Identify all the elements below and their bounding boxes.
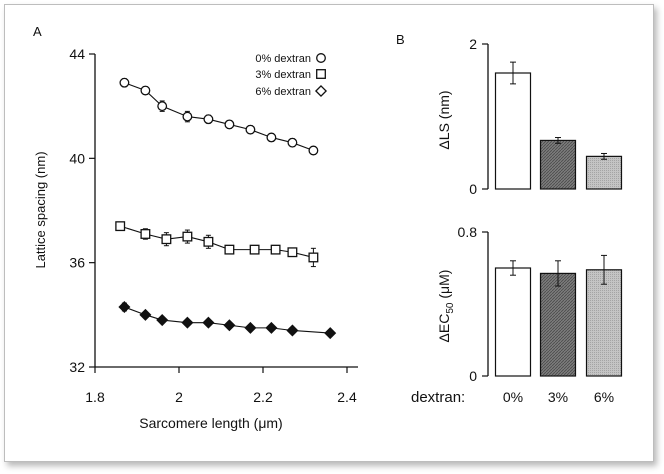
category-label: 6%: [594, 389, 614, 405]
legend-label-1: 3% dextran: [255, 69, 311, 81]
data-point: [286, 324, 299, 337]
data-point: [203, 236, 214, 247]
data-point: [224, 244, 235, 255]
panel-b-top-bar-chart: 02 ΔLS (nm): [436, 36, 623, 197]
data-point: [182, 231, 193, 242]
data-point: [245, 124, 256, 135]
data-point: [182, 111, 193, 122]
data-point: [140, 229, 151, 239]
panel-b-bottom-bar-chart: 00.8 ΔEC50 (μM) dextran: 0% 3% 6%: [411, 224, 623, 406]
bar-6%: [585, 155, 623, 190]
b-top-y-axis-label: ΔLS (nm): [436, 90, 452, 149]
data-point: [139, 308, 152, 321]
data-point: [244, 321, 257, 334]
data-point: [266, 132, 277, 143]
data-point: [249, 244, 260, 255]
panel-a-axes: 1.8 2 2.2 2.4 32 36 40 44: [69, 46, 358, 405]
dextran-axis-label: dextran:: [411, 389, 465, 406]
y-tick-label: 0: [469, 368, 477, 384]
category-label: 0%: [503, 389, 523, 405]
figure-frame: [4, 4, 654, 462]
bar-0%: [494, 267, 532, 377]
data-point: [308, 145, 319, 156]
y-tick-label: 0: [469, 181, 477, 197]
data-point: [287, 247, 298, 258]
b-bottom-content: 00.8: [458, 224, 623, 384]
data-point: [223, 319, 236, 332]
b-top-content: 02: [469, 36, 623, 197]
x-tick-label: 2.2: [253, 389, 273, 405]
legend-label-0: 0% dextran: [255, 53, 311, 65]
series-1: [115, 221, 319, 268]
data-point: [203, 114, 214, 125]
x-tick-label: 2.4: [337, 389, 357, 405]
panel-a-ticks: 1.8 2 2.2 2.4 32 36 40 44: [69, 46, 357, 405]
data-point: [140, 85, 151, 96]
data-point: [324, 327, 337, 340]
series-2: [118, 300, 337, 340]
data-point: [202, 316, 215, 329]
data-point: [156, 314, 169, 327]
category-labels: 0% 3% 6%: [503, 389, 614, 405]
x-tick-label: 1.8: [85, 389, 105, 405]
panel-a-series: [115, 77, 337, 340]
x-tick-label: 2: [175, 389, 183, 405]
y-axis-label: Lattice spacing (nm): [33, 151, 48, 268]
x-axis-label: Sarcomere length (μm): [139, 415, 282, 431]
series-line: [124, 82, 314, 152]
data-point: [161, 234, 172, 245]
y-tick-label: 40: [69, 150, 85, 166]
data-point: [287, 137, 298, 148]
data-point: [224, 119, 235, 130]
b-bottom-y-axis-label: ΔEC50 (μM): [436, 270, 456, 343]
data-point: [115, 221, 126, 232]
data-point: [119, 77, 130, 88]
bar-3%: [539, 272, 577, 377]
legend-marker-0: [316, 53, 326, 63]
series-line: [120, 225, 314, 258]
bar-6%: [585, 269, 623, 377]
legend-marker-1: [316, 69, 326, 79]
y-tick-label: 0.8: [458, 224, 478, 240]
series-line: [124, 306, 331, 334]
data-point: [157, 101, 168, 112]
y-tick-label: 2: [469, 36, 477, 52]
data-point: [270, 244, 281, 255]
panel-label-a: A: [33, 24, 42, 39]
legend: 0% dextran 3% dextran 6% dextran: [255, 53, 328, 98]
series-0: [119, 77, 319, 156]
data-point: [308, 252, 319, 263]
panel-label-b: B: [396, 32, 405, 47]
bar-0%: [494, 72, 532, 190]
legend-marker-2: [314, 84, 328, 98]
y-tick-label: 44: [69, 46, 85, 62]
data-point: [181, 316, 194, 329]
data-point: [265, 321, 278, 334]
category-label: 3%: [548, 389, 568, 405]
legend-label-2: 6% dextran: [255, 86, 311, 98]
y-tick-label: 32: [69, 359, 85, 375]
bar-3%: [539, 139, 577, 190]
y-tick-label: 36: [69, 255, 85, 271]
data-point: [118, 300, 131, 314]
